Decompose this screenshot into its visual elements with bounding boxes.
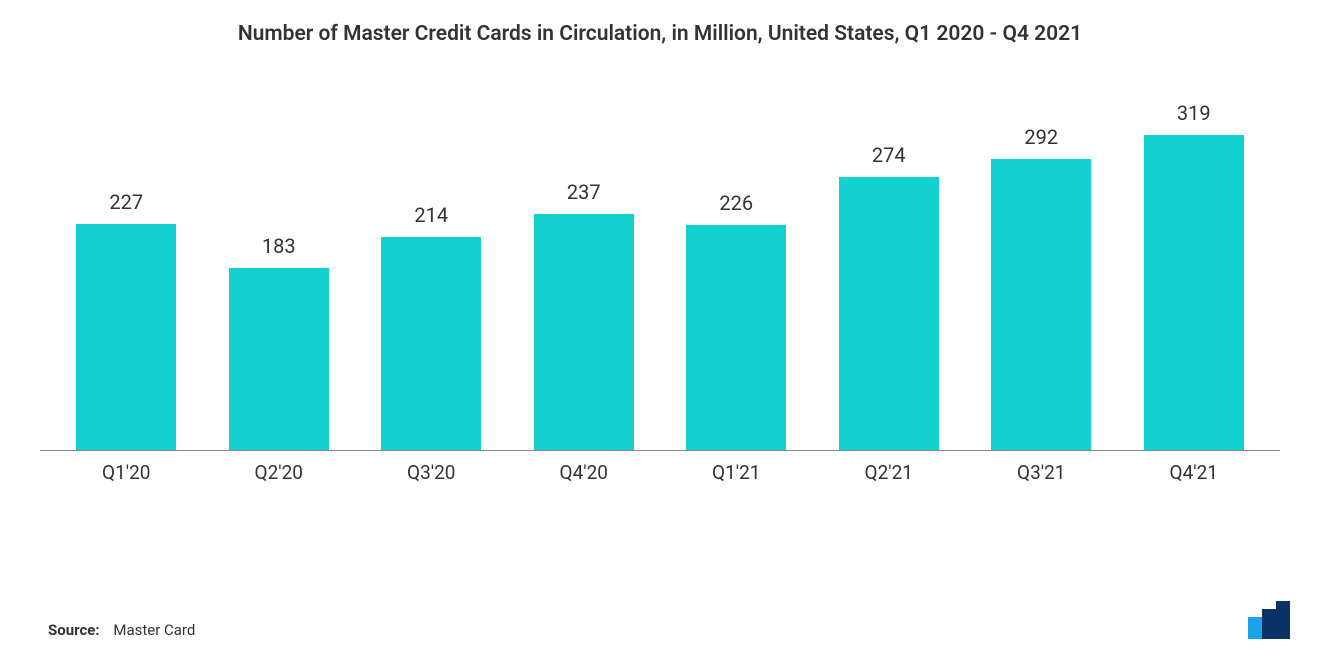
bars-container: 227 183 214 237 226 274 292 319 xyxy=(40,101,1280,451)
bar xyxy=(229,268,329,450)
bar xyxy=(381,237,481,450)
bar-category-label: Q1'21 xyxy=(660,461,813,484)
bar-category-label: Q3'21 xyxy=(965,461,1118,484)
bar-category-label: Q2'21 xyxy=(813,461,966,484)
logo-icon xyxy=(1248,601,1290,639)
bar-value-label: 226 xyxy=(719,191,753,215)
labels-container: Q1'20Q2'20Q3'20Q4'20Q1'21Q2'21Q3'21Q4'21 xyxy=(40,451,1280,484)
source-value: Master Card xyxy=(113,621,195,639)
bar-category-label: Q4'21 xyxy=(1118,461,1271,484)
source-label: Source: xyxy=(48,621,100,639)
bar-group: 183 xyxy=(203,101,356,450)
bar-value-label: 183 xyxy=(262,234,296,258)
bar-value-label: 214 xyxy=(414,203,448,227)
bar xyxy=(534,214,634,450)
bar-group: 214 xyxy=(355,101,508,450)
bar-value-label: 237 xyxy=(567,180,601,204)
bar-value-label: 227 xyxy=(109,190,143,214)
bar xyxy=(991,159,1091,450)
bar-group: 237 xyxy=(508,101,661,450)
bar-group: 226 xyxy=(660,101,813,450)
bar-value-label: 319 xyxy=(1177,101,1211,125)
bar-group: 292 xyxy=(965,101,1118,450)
bar-group: 319 xyxy=(1118,101,1271,450)
source-text: Source: Master Card xyxy=(48,621,195,639)
chart-title: Number of Master Credit Cards in Circula… xyxy=(0,0,1320,56)
footer: Source: Master Card xyxy=(48,601,1290,639)
bar-group: 274 xyxy=(813,101,966,450)
bar-category-label: Q1'20 xyxy=(50,461,203,484)
bar xyxy=(839,177,939,450)
bar-value-label: 274 xyxy=(872,143,906,167)
bar-value-label: 292 xyxy=(1024,125,1058,149)
bar xyxy=(76,224,176,450)
bar xyxy=(686,225,786,450)
bar-category-label: Q4'20 xyxy=(508,461,661,484)
chart-area: 227 183 214 237 226 274 292 319 Q1'20Q2'20Q3'20… xyxy=(40,101,1280,521)
bar-category-label: Q3'20 xyxy=(355,461,508,484)
bar xyxy=(1144,135,1244,450)
bar-group: 227 xyxy=(50,101,203,450)
bar-category-label: Q2'20 xyxy=(203,461,356,484)
